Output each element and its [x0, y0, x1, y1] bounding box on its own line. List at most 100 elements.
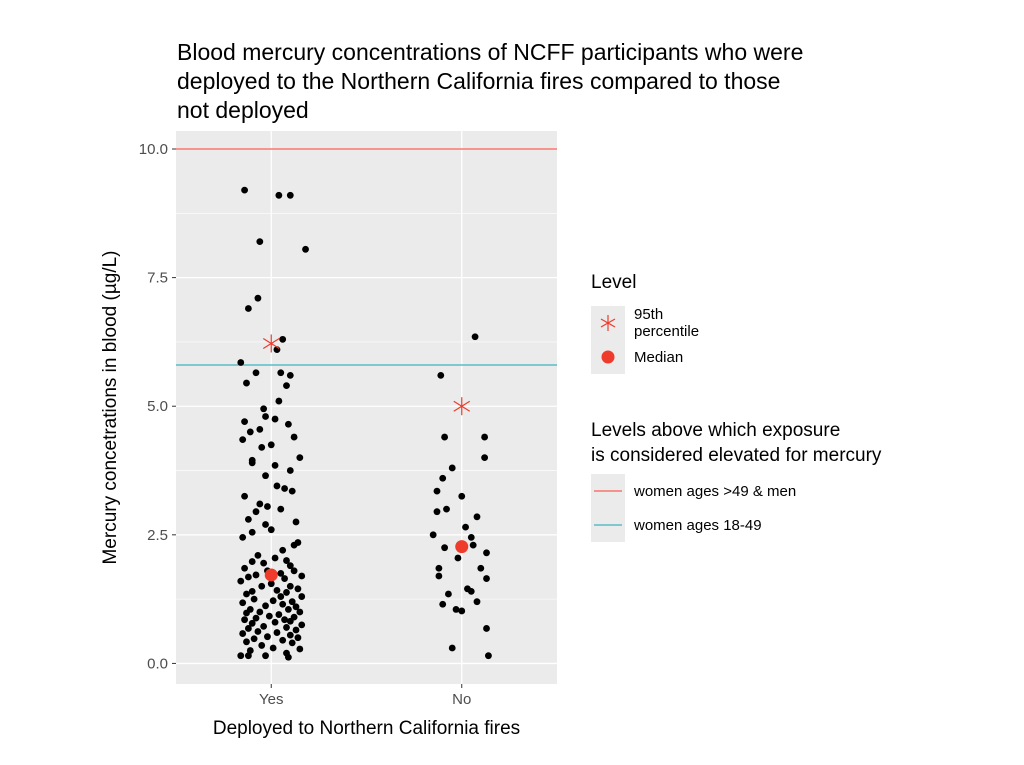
data-point — [281, 485, 288, 492]
data-point — [262, 521, 269, 528]
data-point — [252, 508, 260, 516]
data-point — [302, 245, 309, 253]
data-point — [281, 616, 288, 624]
data-point — [286, 191, 294, 199]
data-point — [271, 554, 279, 562]
plot-panel — [176, 131, 557, 684]
data-point — [275, 191, 283, 199]
data-point — [286, 617, 294, 625]
median-marker — [455, 540, 469, 554]
data-point — [273, 586, 281, 594]
threshold-legend: Levels above which exposure is considere… — [591, 418, 882, 542]
data-point — [267, 580, 275, 588]
data-point — [244, 652, 252, 660]
data-point — [248, 528, 256, 536]
dot-icon — [591, 340, 625, 374]
data-point — [254, 294, 262, 302]
data-point — [284, 420, 292, 428]
data-point — [452, 606, 460, 613]
legend-label-95th-percentile: 95th percentile — [634, 306, 700, 340]
x-tick-label: No — [452, 691, 471, 708]
data-point — [271, 415, 279, 423]
data-point — [298, 572, 306, 580]
data-point — [286, 631, 294, 639]
data-point — [298, 621, 306, 629]
data-point — [262, 652, 269, 660]
data-point — [260, 622, 268, 630]
legend-item-95th-percentile: 95th percentile — [591, 306, 699, 340]
data-point — [458, 607, 466, 615]
data-point — [286, 371, 294, 379]
data-point — [262, 472, 269, 480]
data-point — [471, 333, 479, 341]
data-point — [439, 600, 447, 608]
data-point — [260, 405, 268, 413]
data-point — [271, 618, 279, 626]
data-point — [252, 369, 260, 377]
data-point — [262, 413, 269, 420]
level-legend-title: Level — [591, 272, 637, 293]
data-point — [469, 541, 477, 549]
data-point — [256, 238, 264, 246]
legend-label-median: Median — [634, 348, 684, 366]
data-point — [284, 606, 292, 613]
legend-item-median: Median — [591, 340, 683, 374]
data-point — [433, 508, 441, 516]
data-point — [448, 464, 456, 472]
chart-title: Blood mercury concentrations of NCFF par… — [177, 39, 804, 123]
data-point — [439, 474, 447, 482]
data-point — [264, 633, 271, 641]
data-point — [485, 652, 492, 660]
data-point — [237, 577, 245, 585]
data-point — [433, 487, 441, 495]
data-point — [481, 433, 489, 441]
data-point — [246, 428, 254, 436]
data-point — [292, 518, 300, 526]
data-point — [244, 573, 252, 581]
data-point — [290, 433, 298, 441]
data-point — [288, 598, 296, 606]
data-point — [284, 653, 292, 661]
data-point — [283, 382, 290, 390]
data-point — [473, 598, 481, 606]
data-point — [296, 645, 304, 653]
data-point — [258, 582, 266, 590]
x-tick-label: Yes — [259, 691, 283, 708]
data-point — [267, 526, 275, 534]
p95-stroke — [453, 400, 471, 412]
data-point — [279, 636, 287, 644]
data-point — [441, 544, 449, 552]
data-point — [277, 369, 285, 377]
data-point — [239, 436, 247, 444]
y-tick-label: 7.5 — [147, 270, 168, 287]
data-point — [294, 585, 302, 593]
median-marker — [264, 568, 278, 582]
data-point — [254, 551, 262, 559]
data-point — [258, 642, 266, 649]
data-point — [458, 492, 466, 500]
data-point — [239, 533, 247, 541]
legend-item-women-over-49-and-men: women ages >49 & men — [591, 474, 796, 508]
data-point — [279, 335, 287, 343]
data-point — [243, 638, 250, 646]
legend-label-women-over-49-and-men: women ages >49 & men — [634, 482, 797, 500]
data-point — [445, 590, 452, 598]
data-point — [254, 628, 262, 635]
data-point — [277, 593, 285, 600]
level-legend: Level 95th percentile Median — [591, 270, 699, 374]
line-swatch-icon — [591, 508, 625, 542]
y-axis-title: Mercury concetrations in blood (µg/L) — [100, 250, 121, 564]
data-point — [437, 371, 445, 379]
data-point — [248, 558, 256, 565]
data-point — [286, 582, 294, 590]
data-point — [292, 626, 300, 634]
asterisk-icon — [591, 306, 625, 340]
threshold-legend-title: Levels above which exposure is considere… — [591, 420, 882, 466]
data-point — [252, 614, 260, 622]
data-point — [275, 397, 283, 405]
data-point — [483, 549, 490, 557]
data-point — [248, 459, 256, 467]
data-point — [250, 595, 258, 603]
data-point — [290, 567, 298, 575]
